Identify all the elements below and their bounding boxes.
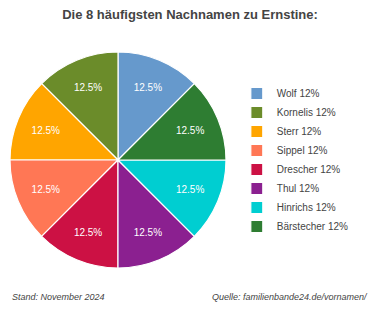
svg-text:Kornelis 12%: Kornelis 12% — [277, 107, 336, 118]
svg-text:12.5%: 12.5% — [176, 125, 204, 136]
svg-text:Drescher 12%: Drescher 12% — [277, 164, 340, 175]
svg-text:Sterr 12%: Sterr 12% — [277, 126, 322, 137]
svg-text:12.5%: 12.5% — [176, 184, 204, 195]
svg-text:Quelle: familienbande24.de/vor: Quelle: familienbande24.de/vornamen/ — [212, 292, 368, 302]
svg-text:Hinrichs 12%: Hinrichs 12% — [277, 202, 336, 213]
svg-text:Die 8 häufigsten Nachnamen zu: Die 8 häufigsten Nachnamen zu Ernstine: — [62, 7, 318, 22]
svg-text:Wolf 12%: Wolf 12% — [277, 88, 320, 99]
svg-text:12.5%: 12.5% — [32, 125, 60, 136]
svg-text:12.5%: 12.5% — [134, 227, 162, 238]
svg-text:Sippel 12%: Sippel 12% — [277, 145, 328, 156]
svg-text:12.5%: 12.5% — [134, 82, 162, 93]
svg-text:Stand: November 2024: Stand: November 2024 — [12, 292, 105, 302]
svg-text:12.5%: 12.5% — [32, 184, 60, 195]
svg-text:12.5%: 12.5% — [74, 82, 102, 93]
svg-text:Bärstecher 12%: Bärstecher 12% — [277, 221, 348, 232]
svg-text:Thul 12%: Thul 12% — [277, 183, 319, 194]
svg-text:12.5%: 12.5% — [74, 227, 102, 238]
